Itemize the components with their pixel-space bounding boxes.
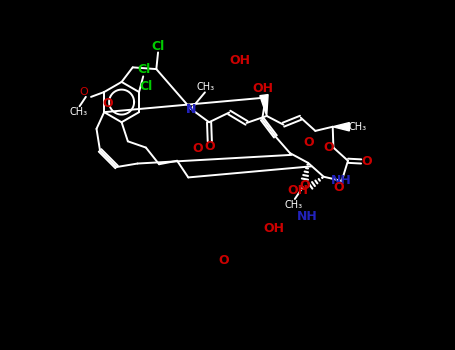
Text: CH₃: CH₃ [349,122,367,132]
Text: NH: NH [297,210,318,223]
Text: N: N [186,103,196,116]
Polygon shape [333,122,349,131]
Text: O: O [205,140,216,153]
Text: CH₃: CH₃ [284,199,303,210]
Text: CH₃: CH₃ [69,107,87,118]
Text: O: O [219,253,229,267]
Text: O: O [80,87,88,97]
Text: OH: OH [253,82,274,95]
Text: O: O [361,155,372,168]
Text: O: O [102,97,113,110]
Text: O: O [323,141,334,154]
Text: O: O [334,181,344,194]
Text: N: N [186,103,196,116]
Text: OH: OH [288,184,308,197]
Text: NH: NH [331,174,352,187]
Text: O: O [299,178,310,191]
Text: OH: OH [229,54,250,67]
Text: Cl: Cl [137,63,150,76]
Text: OH: OH [264,222,285,235]
Text: O: O [192,142,203,155]
Text: O: O [304,135,314,148]
Text: Cl: Cl [139,80,152,93]
Text: Cl: Cl [152,40,165,53]
Text: CH₃: CH₃ [197,82,215,92]
Polygon shape [260,94,268,116]
